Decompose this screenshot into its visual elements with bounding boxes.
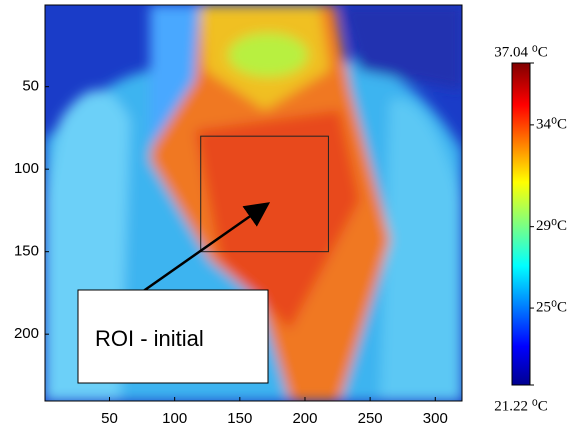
annotation-box (77, 289, 269, 384)
colorbar-label: 25⁰C (536, 299, 567, 315)
x-tick-label: 300 (423, 410, 448, 427)
colorbar-label: 37.04 ⁰C (494, 44, 548, 60)
x-tick-label: 50 (101, 410, 118, 427)
x-tick-label: 150 (227, 410, 252, 427)
x-tick-label: 250 (358, 410, 383, 427)
x-tick-label: 100 (162, 410, 187, 427)
colorbar (511, 62, 531, 386)
colorbar-label: 29⁰C (536, 218, 567, 234)
roi-box (200, 135, 329, 253)
plot-frame (44, 4, 463, 402)
colorbar-label: 21.22 ⁰C (494, 398, 548, 414)
annotation: ROI - initial (95, 326, 204, 351)
colorbar-label: 34⁰C (536, 116, 567, 132)
y-tick-label: 50 (22, 78, 39, 95)
y-tick-label: 200 (14, 325, 39, 342)
y-tick-label: 100 (14, 160, 39, 177)
y-tick-label: 150 (14, 243, 39, 260)
x-tick-label: 200 (292, 410, 317, 427)
